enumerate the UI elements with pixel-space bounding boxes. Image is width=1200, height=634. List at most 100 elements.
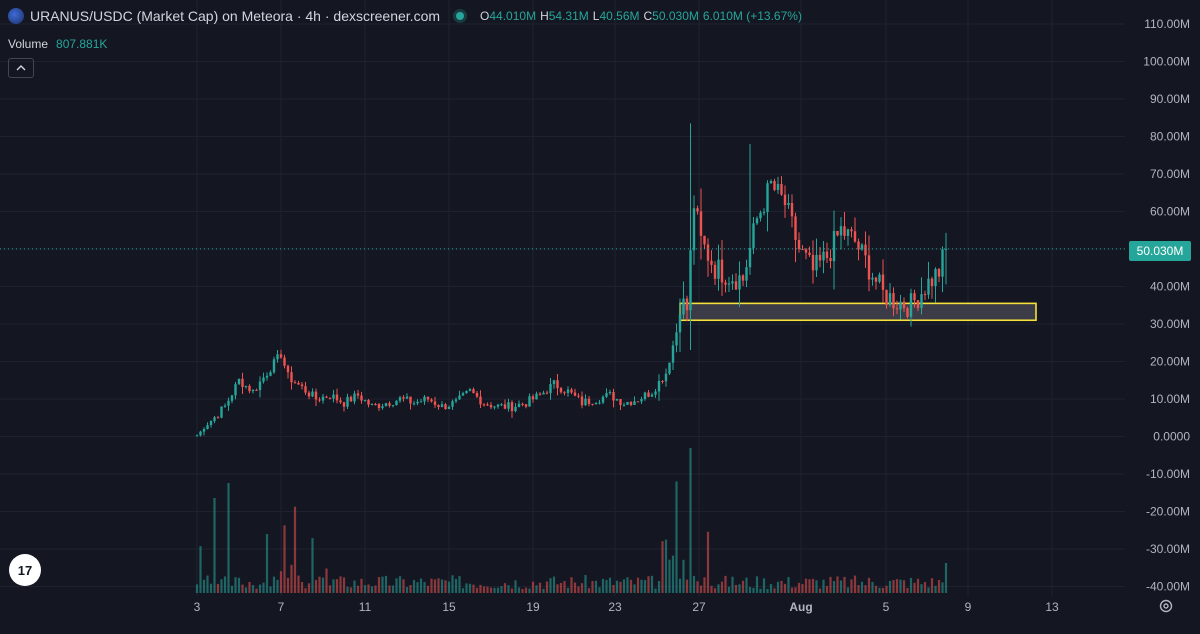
settings-gear-icon[interactable]: [1158, 598, 1174, 614]
volume-bar: [587, 588, 591, 593]
y-tick-label: -10.00M: [1146, 467, 1190, 481]
volume-bar: [671, 555, 675, 593]
candle-body: [790, 202, 794, 217]
volume-bar: [472, 584, 475, 593]
y-tick-label: 20.00M: [1150, 355, 1190, 369]
candle-body: [447, 406, 451, 410]
volume-bar: [517, 587, 521, 593]
volume-bar: [440, 579, 444, 593]
volume-bar: [850, 579, 853, 593]
volume-bar: [804, 578, 808, 593]
volume-bar: [664, 539, 668, 593]
candle-body: [661, 380, 664, 382]
candle-body: [416, 401, 419, 404]
candle-body: [461, 393, 465, 396]
volume-bar: [829, 576, 832, 593]
volume-bar: [874, 585, 878, 593]
candle-body: [213, 417, 216, 422]
volume-bar: [283, 525, 286, 593]
candle-body: [283, 357, 286, 366]
candle-body: [643, 392, 647, 400]
volume-bar: [391, 585, 395, 593]
candle-body: [710, 260, 713, 265]
candle-body: [769, 180, 773, 184]
candle-body: [199, 431, 202, 436]
candle-body: [780, 183, 783, 195]
time-axis[interactable]: 3 7 11 15 19 23 27 Aug 5 9 13: [194, 600, 1059, 614]
candle-body: [615, 399, 619, 401]
candle-body: [381, 406, 384, 409]
volume-bar: [647, 576, 650, 593]
candle-body: [909, 293, 913, 317]
volume-bar: [885, 585, 888, 593]
volume-bar: [475, 587, 479, 593]
candle-body: [486, 404, 489, 406]
volume-bar: [913, 582, 916, 593]
candle-body: [626, 401, 629, 405]
volume-bar: [636, 577, 640, 593]
candle-body: [440, 404, 444, 408]
candle-body: [738, 275, 741, 290]
candle-body: [496, 404, 500, 407]
x-tick-label: 19: [526, 600, 540, 614]
candle-body: [787, 202, 790, 206]
candle-body: [517, 403, 521, 407]
y-tick-label: 70.00M: [1150, 167, 1190, 181]
candle-body: [759, 212, 762, 219]
volume-bar: [650, 575, 654, 593]
symbol-legend[interactable]: URANUS/USDC (Market Cap) on Meteora · 4h…: [8, 8, 802, 24]
collapse-legend-button[interactable]: [8, 58, 34, 78]
candle-body: [920, 294, 923, 309]
candle-body: [209, 421, 213, 426]
volume-bar: [731, 576, 734, 593]
candle-body: [857, 241, 860, 250]
volume-bar: [426, 585, 430, 593]
candle-body: [850, 229, 853, 232]
volume-bar: [227, 483, 230, 593]
volume-bar: [402, 579, 405, 593]
candle-body: [493, 406, 496, 408]
volume-bar: [923, 582, 927, 593]
candle-body: [699, 211, 703, 236]
support-zone-box[interactable]: [679, 302, 1037, 322]
candle-body: [864, 244, 867, 256]
candle-body: [346, 396, 349, 407]
price-axis[interactable]: 110.00M100.00M90.00M80.00M70.00M60.00M50…: [1143, 17, 1190, 594]
candle-body: [888, 293, 892, 305]
volume-bar: [311, 538, 314, 593]
volume-bar: [328, 585, 332, 593]
candle-body: [248, 385, 251, 392]
volume-bar: [944, 563, 948, 593]
volume-legend[interactable]: Volume 807.881K: [8, 37, 107, 51]
volume-bar: [762, 578, 766, 593]
volume-bar: [703, 577, 706, 593]
candle-body: [451, 401, 454, 407]
candle-body: [500, 404, 503, 406]
candle-body: [482, 404, 486, 406]
symbol-title[interactable]: URANUS/USDC (Market Cap) on Meteora · 4h…: [30, 8, 441, 24]
volume-bar: [461, 588, 465, 593]
candle-body: [801, 249, 804, 251]
volume-bar: [220, 579, 223, 593]
candle-body: [426, 396, 430, 400]
candle-body: [619, 399, 622, 406]
volume-bar: [234, 577, 237, 593]
y-tick-label: 90.00M: [1150, 92, 1190, 106]
volume-bar: [489, 587, 493, 593]
volume-bar: [528, 588, 531, 593]
tradingview-logo[interactable]: 17: [9, 554, 41, 586]
volume-bar: [286, 577, 290, 593]
volume-bar: [668, 559, 671, 593]
volume-bar: [258, 584, 262, 593]
volume-bar: [272, 576, 276, 593]
support-zone[interactable]: [679, 302, 1037, 322]
candle-body: [391, 405, 395, 407]
volume-bar: [451, 575, 454, 593]
candle-body: [255, 389, 258, 391]
candle-body: [430, 399, 433, 402]
volume-bar: [556, 584, 559, 593]
candle-body: [524, 404, 528, 407]
candle-body: [349, 396, 353, 402]
